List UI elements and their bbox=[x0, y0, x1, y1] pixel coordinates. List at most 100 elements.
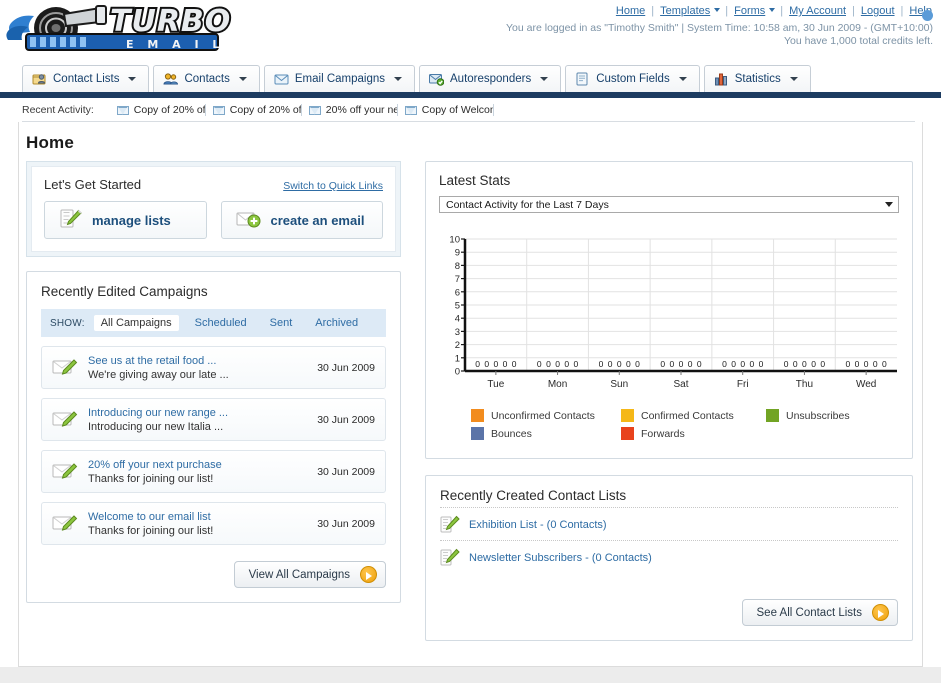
campaign-row[interactable]: See us at the retail food ... We're givi… bbox=[41, 346, 386, 389]
svg-text:0: 0 bbox=[697, 359, 702, 369]
svg-text:0: 0 bbox=[820, 359, 825, 369]
stats-period-select[interactable]: Contact Activity for the Last 7 Days bbox=[439, 196, 899, 213]
nav-tab-statistics[interactable]: Statistics bbox=[703, 65, 811, 92]
envelope-pencil-icon bbox=[52, 462, 78, 482]
nav-tab-autoresponders[interactable]: Autoresponders bbox=[419, 65, 562, 92]
contact-list-row[interactable]: Exhibition List - (0 Contacts) bbox=[440, 507, 898, 540]
sep: | bbox=[651, 5, 655, 17]
chevron-down-icon bbox=[714, 8, 721, 12]
nav-tab-email-campaigns[interactable]: Email Campaigns bbox=[263, 65, 415, 92]
custom-fields-icon bbox=[575, 72, 590, 86]
contact-list-label[interactable]: Newsletter Subscribers - (0 Contacts) bbox=[469, 552, 652, 564]
manage-lists-button[interactable]: manage lists bbox=[44, 201, 207, 239]
header-link-my-account[interactable]: My Account bbox=[789, 5, 846, 17]
recent-activity-label: Recent Activity: bbox=[22, 104, 94, 116]
nav-tab-custom-fields[interactable]: Custom Fields bbox=[565, 65, 700, 92]
campaign-title[interactable]: Introducing our new range ... bbox=[88, 406, 229, 419]
recent-activity-bar: Recent Activity: Copy of 20% off yo Copy… bbox=[0, 98, 941, 122]
recent-activity-item[interactable]: 20% off your next bbox=[302, 104, 398, 116]
contact-list-row[interactable]: Newsletter Subscribers - (0 Contacts) bbox=[440, 540, 898, 573]
envelope-plus-icon bbox=[236, 208, 262, 233]
nav-tab-label: Autoresponders bbox=[450, 73, 532, 85]
sep: | bbox=[852, 5, 855, 17]
recently-edited-campaigns-panel: Recently Edited Campaigns SHOW: All Camp… bbox=[26, 271, 401, 603]
svg-text:0: 0 bbox=[475, 359, 480, 369]
legend-label: Confirmed Contacts bbox=[641, 409, 734, 422]
recently-created-contact-lists-panel: Recently Created Contact Lists Exhibitio… bbox=[425, 475, 913, 641]
svg-text:1: 1 bbox=[455, 353, 460, 364]
header-link-forms[interactable]: Forms bbox=[734, 5, 766, 17]
filter-sent[interactable]: Sent bbox=[269, 317, 293, 329]
create-an-email-button[interactable]: create an email bbox=[220, 201, 383, 239]
footer-band bbox=[0, 667, 941, 683]
recent-activity-item[interactable]: Copy of Welcome to bbox=[398, 104, 494, 116]
svg-text:0: 0 bbox=[555, 359, 560, 369]
campaigns-title: Recently Edited Campaigns bbox=[41, 284, 208, 299]
svg-text:0: 0 bbox=[635, 359, 640, 369]
create-an-email-label: create an email bbox=[270, 212, 365, 228]
filter-archived[interactable]: Archived bbox=[315, 317, 359, 329]
contact-list-count: - (0 Contacts) bbox=[539, 518, 607, 531]
legend-swatch bbox=[621, 427, 634, 440]
campaign-subtitle: Thanks for joining our list! bbox=[88, 472, 214, 485]
campaign-row[interactable]: Welcome to our email list Thanks for joi… bbox=[41, 502, 386, 545]
filter-scheduled[interactable]: Scheduled bbox=[194, 317, 247, 329]
svg-text:0: 0 bbox=[484, 359, 489, 369]
campaign-row-text: See us at the retail food ... We're givi… bbox=[88, 354, 307, 382]
turbo-email-logo: TURBO E M A I L bbox=[4, 0, 234, 60]
manage-lists-label: manage lists bbox=[92, 212, 171, 228]
svg-text:0: 0 bbox=[455, 367, 460, 378]
svg-text:0: 0 bbox=[512, 359, 517, 369]
campaign-title[interactable]: See us at the retail food ... bbox=[88, 354, 217, 367]
sep: | bbox=[725, 5, 729, 17]
svg-text:Mon: Mon bbox=[548, 379, 567, 390]
recent-activity-item[interactable]: Copy of 20% off yo bbox=[110, 104, 206, 116]
svg-text:0: 0 bbox=[537, 359, 542, 369]
svg-text:0: 0 bbox=[759, 359, 764, 369]
contact-list-name: Exhibition List bbox=[469, 518, 537, 531]
svg-text:0: 0 bbox=[660, 359, 665, 369]
legend-item-unconfirmed-contacts: Unconfirmed Contacts bbox=[471, 409, 621, 422]
svg-text:E M A I L: E M A I L bbox=[126, 38, 224, 51]
session-info: You are logged in as "Timothy Smith" | S… bbox=[506, 22, 933, 48]
legend-swatch bbox=[471, 409, 484, 422]
stats-inner: Latest Stats Contact Activity for the La… bbox=[426, 162, 912, 458]
view-all-campaigns-button[interactable]: View All Campaigns bbox=[233, 561, 386, 588]
svg-text:0: 0 bbox=[802, 359, 807, 369]
header-link-home[interactable]: Home bbox=[615, 5, 646, 17]
switch-to-quick-links-link[interactable]: Switch to Quick Links bbox=[283, 180, 383, 192]
stats-period-value: Contact Activity for the Last 7 Days bbox=[446, 198, 609, 211]
get-started-buttons: manage lists create an email bbox=[44, 201, 383, 239]
header-right: Home | Templates | Forms | My Account | Logout | H… bbox=[506, 5, 933, 48]
autoresponders-icon bbox=[429, 72, 445, 86]
campaign-title[interactable]: Welcome to our email list bbox=[88, 510, 211, 523]
envelope-icon bbox=[116, 105, 129, 115]
svg-text:Tue: Tue bbox=[487, 379, 504, 390]
credits-text: You have 1,000 total credits left. bbox=[783, 35, 933, 47]
contact-lists-inner: Recently Created Contact Lists Exhibitio… bbox=[426, 476, 912, 640]
campaign-title[interactable]: 20% off your next purchase bbox=[88, 458, 222, 471]
see-all-contact-lists-button[interactable]: See All Contact Lists bbox=[741, 599, 898, 626]
recent-activity-item[interactable]: Copy of 20% off yo bbox=[206, 104, 302, 116]
filter-all-campaigns[interactable]: All Campaigns bbox=[93, 315, 179, 331]
campaign-row[interactable]: 20% off your next purchase Thanks for jo… bbox=[41, 450, 386, 493]
header-link-logout[interactable]: Logout bbox=[860, 5, 895, 17]
statistics-icon bbox=[714, 72, 729, 86]
svg-text:5: 5 bbox=[455, 301, 460, 312]
svg-text:0: 0 bbox=[846, 359, 851, 369]
arrow-right-icon bbox=[872, 604, 889, 621]
nav-tab-contacts[interactable]: Contacts bbox=[153, 65, 260, 92]
header-link-templates[interactable]: Templates bbox=[660, 5, 711, 17]
svg-text:0: 0 bbox=[608, 359, 613, 369]
envelope-icon bbox=[404, 105, 417, 115]
svg-text:0: 0 bbox=[599, 359, 604, 369]
nav-tab-contact-lists[interactable]: Contact Lists bbox=[22, 65, 150, 92]
svg-text:0: 0 bbox=[573, 359, 578, 369]
contact-list-label[interactable]: Exhibition List - (0 Contacts) bbox=[469, 519, 607, 531]
campaign-row[interactable]: Introducing our new range ... Introducin… bbox=[41, 398, 386, 441]
legend-item-bounces: Bounces bbox=[471, 427, 621, 440]
list-pencil-icon bbox=[440, 515, 460, 534]
page-title: Home bbox=[26, 133, 75, 152]
get-started-header: Let's Get Started Switch to Quick Links bbox=[44, 177, 383, 192]
